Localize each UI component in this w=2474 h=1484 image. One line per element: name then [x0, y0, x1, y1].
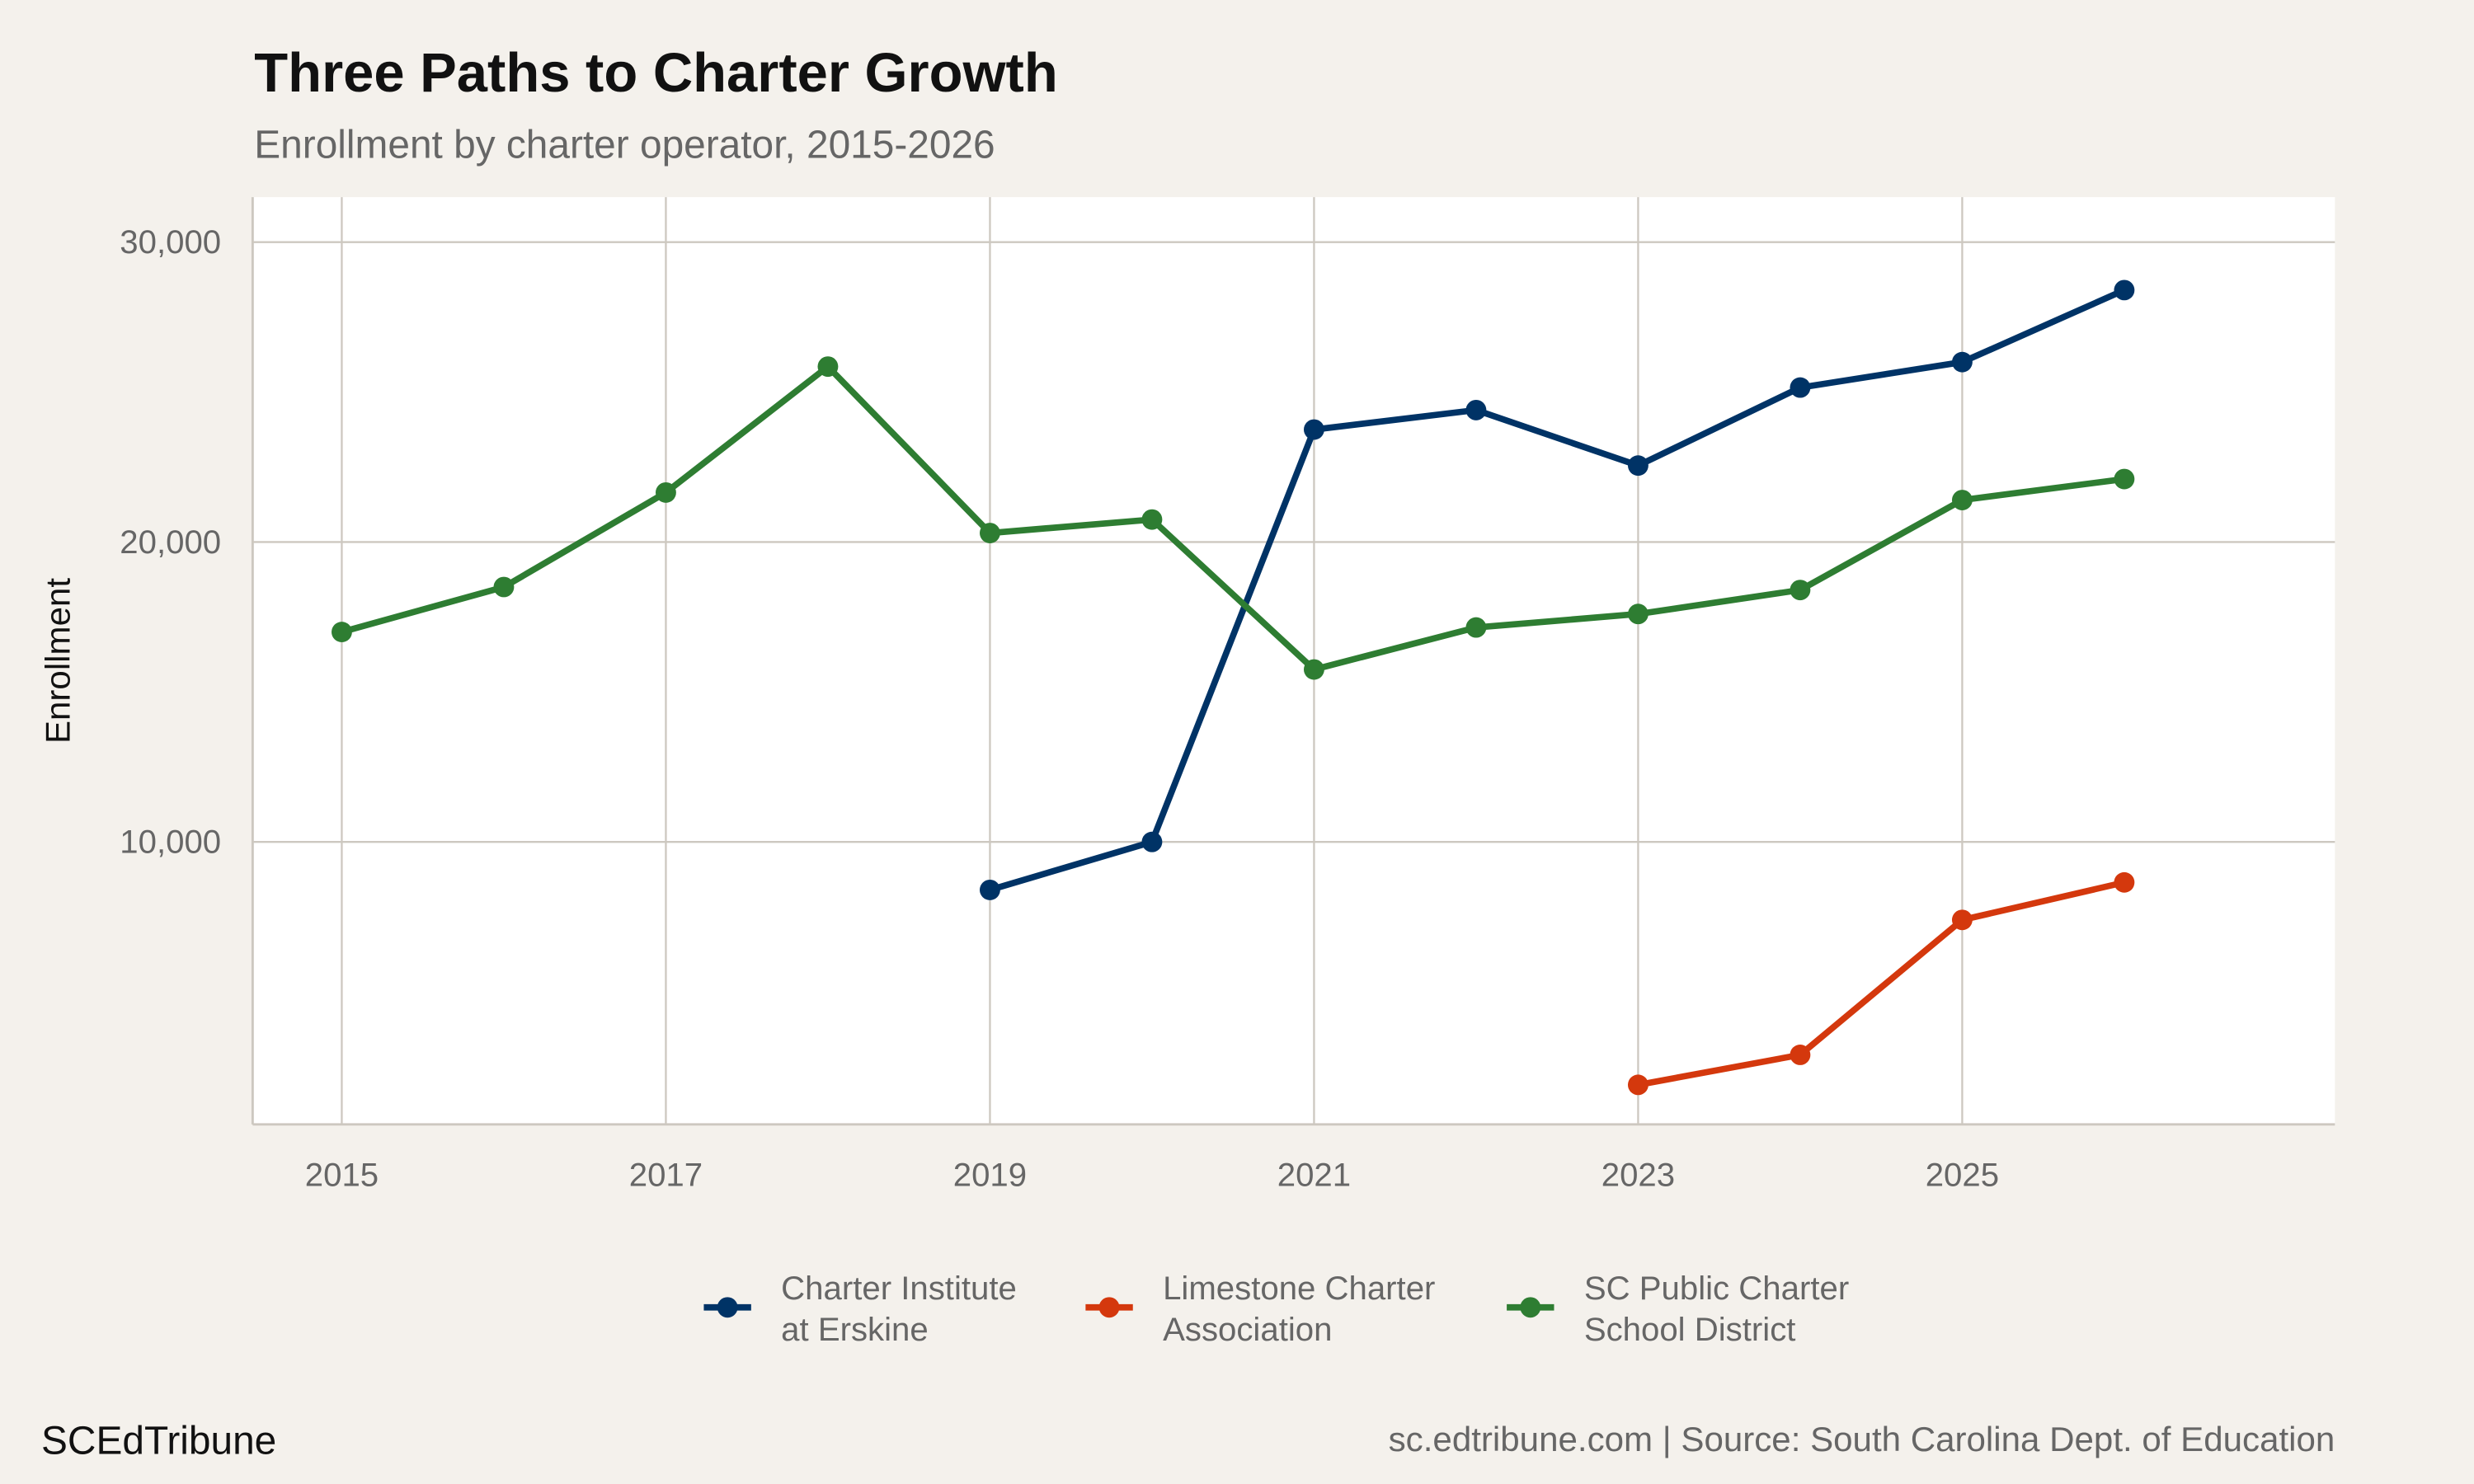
- data-point[interactable]: [1790, 580, 1811, 601]
- chart-title: Three Paths to Charter Growth: [254, 42, 1057, 104]
- series-0: [979, 279, 2135, 900]
- series-2: [332, 356, 2135, 680]
- series-line: [1637, 879, 2125, 1088]
- data-point[interactable]: [1627, 603, 1649, 625]
- data-point[interactable]: [1627, 455, 1649, 477]
- data-point[interactable]: [332, 622, 352, 642]
- x-tick-label: 2023: [1602, 1156, 1675, 1193]
- legend-label: SC Public Charter: [1584, 1270, 1849, 1307]
- y-tick-labels: 10,000 20,000 30,000: [120, 223, 221, 861]
- legend-item: SC Public Charter School District: [1507, 1270, 1849, 1348]
- data-point[interactable]: [2114, 468, 2135, 490]
- data-point[interactable]: [1790, 377, 1811, 398]
- x-tick-label: 2019: [953, 1156, 1027, 1193]
- legend-item: Charter Institute at Erskine: [703, 1270, 1017, 1348]
- data-point[interactable]: [1951, 351, 1973, 373]
- data-point[interactable]: [979, 879, 1000, 900]
- chart-subtitle: Enrollment by charter operator, 2015-202…: [254, 123, 995, 167]
- data-point[interactable]: [1627, 1074, 1649, 1096]
- legend-key-point: [717, 1297, 738, 1318]
- y-axis-label: Enrollment: [38, 578, 77, 744]
- data-point[interactable]: [1303, 659, 1324, 680]
- x-tick-label: 2017: [629, 1156, 703, 1193]
- data-point[interactable]: [1951, 490, 1973, 510]
- x-tick-label: 2015: [305, 1156, 379, 1193]
- data-point[interactable]: [1141, 509, 1163, 530]
- legend-label: at Erskine: [781, 1311, 929, 1348]
- x-tick-label: 2021: [1277, 1156, 1351, 1193]
- data-point[interactable]: [817, 356, 839, 378]
- series-group: [332, 279, 2135, 1096]
- series-1: [1627, 871, 2135, 1096]
- y-tick-label: 30,000: [120, 223, 221, 261]
- data-point[interactable]: [1303, 419, 1324, 440]
- data-point[interactable]: [493, 576, 515, 598]
- legend-label: Charter Institute: [781, 1270, 1017, 1307]
- y-tick-label: 20,000: [120, 524, 221, 561]
- grid: [252, 197, 2335, 1125]
- data-point[interactable]: [1465, 617, 1487, 638]
- source-note: sc.edtribune.com | Source: South Carolin…: [1389, 1420, 2335, 1458]
- legend-key-point: [1520, 1297, 1541, 1318]
- data-point[interactable]: [1465, 399, 1487, 420]
- data-point[interactable]: [2114, 871, 2135, 893]
- data-point[interactable]: [1141, 831, 1163, 852]
- data-point[interactable]: [979, 523, 1000, 543]
- series-line: [989, 287, 2126, 894]
- x-tick-labels: 2015 2017 2019 2021 2023 2025: [305, 1156, 1999, 1193]
- legend: Charter Institute at Erskine Limestone Cha…: [703, 1270, 1849, 1348]
- y-tick-label: 10,000: [120, 824, 221, 861]
- legend-key-point: [1098, 1297, 1120, 1318]
- legend-item: Limestone Charter Association: [1085, 1270, 1435, 1348]
- x-tick-label: 2025: [1926, 1156, 1999, 1193]
- data-point[interactable]: [2114, 279, 2135, 301]
- data-point[interactable]: [1951, 909, 1973, 931]
- legend-label: Association: [1163, 1311, 1332, 1348]
- data-point[interactable]: [656, 481, 676, 503]
- legend-label: Limestone Charter: [1163, 1270, 1435, 1307]
- brand-label: SCEdTribune: [41, 1420, 276, 1463]
- data-point[interactable]: [1790, 1045, 1811, 1065]
- legend-label: School District: [1584, 1311, 1796, 1348]
- series-line: [341, 363, 2125, 673]
